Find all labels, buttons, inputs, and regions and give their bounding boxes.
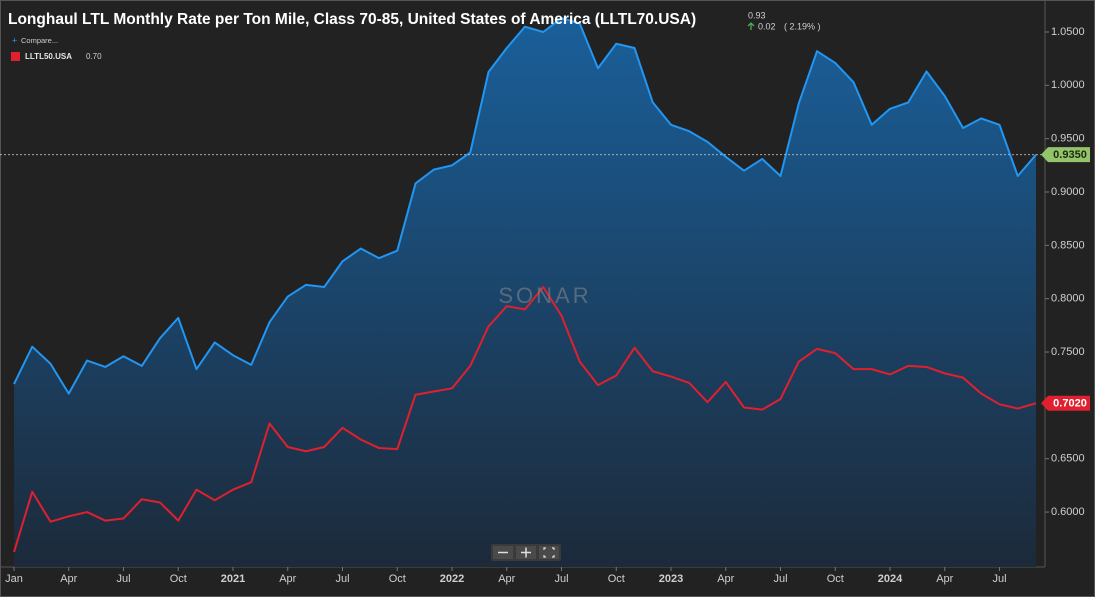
change-pct: ( 2.19% ) [784, 21, 821, 31]
x-tick-label: Apr [717, 573, 734, 585]
y-tick-label: 0.8500 [1051, 239, 1085, 251]
up-arrow [747, 22, 755, 30]
end-label-tag [1041, 147, 1090, 163]
watermark: SONAR [498, 283, 591, 308]
zoom-in-icon [521, 547, 531, 558]
change: 0.02 [758, 21, 776, 31]
x-tick-label: Jan [5, 573, 23, 585]
x-tick-label: Oct [389, 573, 406, 585]
x-tick-label: Apr [60, 573, 77, 585]
legend-swatch [11, 52, 20, 61]
x-tick-label: Oct [170, 573, 187, 585]
x-tick-label: 2023 [659, 573, 683, 585]
compare-icon: + [12, 35, 17, 45]
x-tick-label: Oct [608, 573, 625, 585]
y-tick-label: 0.9500 [1051, 133, 1085, 145]
fullscreen-icon [543, 547, 555, 558]
x-tick-label: Jul [335, 573, 349, 585]
y-tick-label: 0.8000 [1051, 293, 1085, 305]
y-tick-label: 0.9000 [1051, 186, 1085, 198]
legend-name: LLTL50.USA [25, 52, 72, 61]
x-tick-label: 2021 [221, 573, 245, 585]
x-tick-label: Apr [936, 573, 953, 585]
zoom-controls [491, 544, 561, 561]
y-tick-label: 1.0000 [1051, 79, 1085, 91]
y-tick-label: 0.6000 [1051, 506, 1085, 518]
x-tick-label: Oct [827, 573, 844, 585]
end-label: 0.7020 [1053, 398, 1087, 410]
compare-button[interactable]: Compare... [21, 36, 58, 45]
x-tick-label: Jul [773, 573, 787, 585]
line [13, 285, 1037, 553]
x-tick-label: Apr [498, 573, 515, 585]
x-tick-label: Apr [279, 573, 296, 585]
line [13, 17, 1037, 395]
y-tick-label: 0.6500 [1051, 453, 1085, 465]
chart-title: Longhaul LTL Monthly Rate per Ton Mile, … [8, 11, 696, 28]
legend-value: 0.70 [86, 52, 102, 61]
area [14, 18, 1036, 568]
x-tick-label: 2024 [878, 573, 903, 585]
plot-area [0, 17, 1045, 568]
x-tick-label: Jul [116, 573, 130, 585]
y-tick-label: 1.0500 [1051, 26, 1085, 38]
x-tick-label: Jul [554, 573, 568, 585]
x-tick-label: 2022 [440, 573, 464, 585]
fullscreen-button[interactable] [539, 546, 559, 559]
end-label-tag [1041, 395, 1090, 411]
y-tick-label: 0.7500 [1051, 346, 1085, 358]
end-label: 0.9350 [1053, 149, 1087, 161]
last-value: 0.93 [748, 10, 766, 20]
x-tick-label: Jul [992, 573, 1006, 585]
